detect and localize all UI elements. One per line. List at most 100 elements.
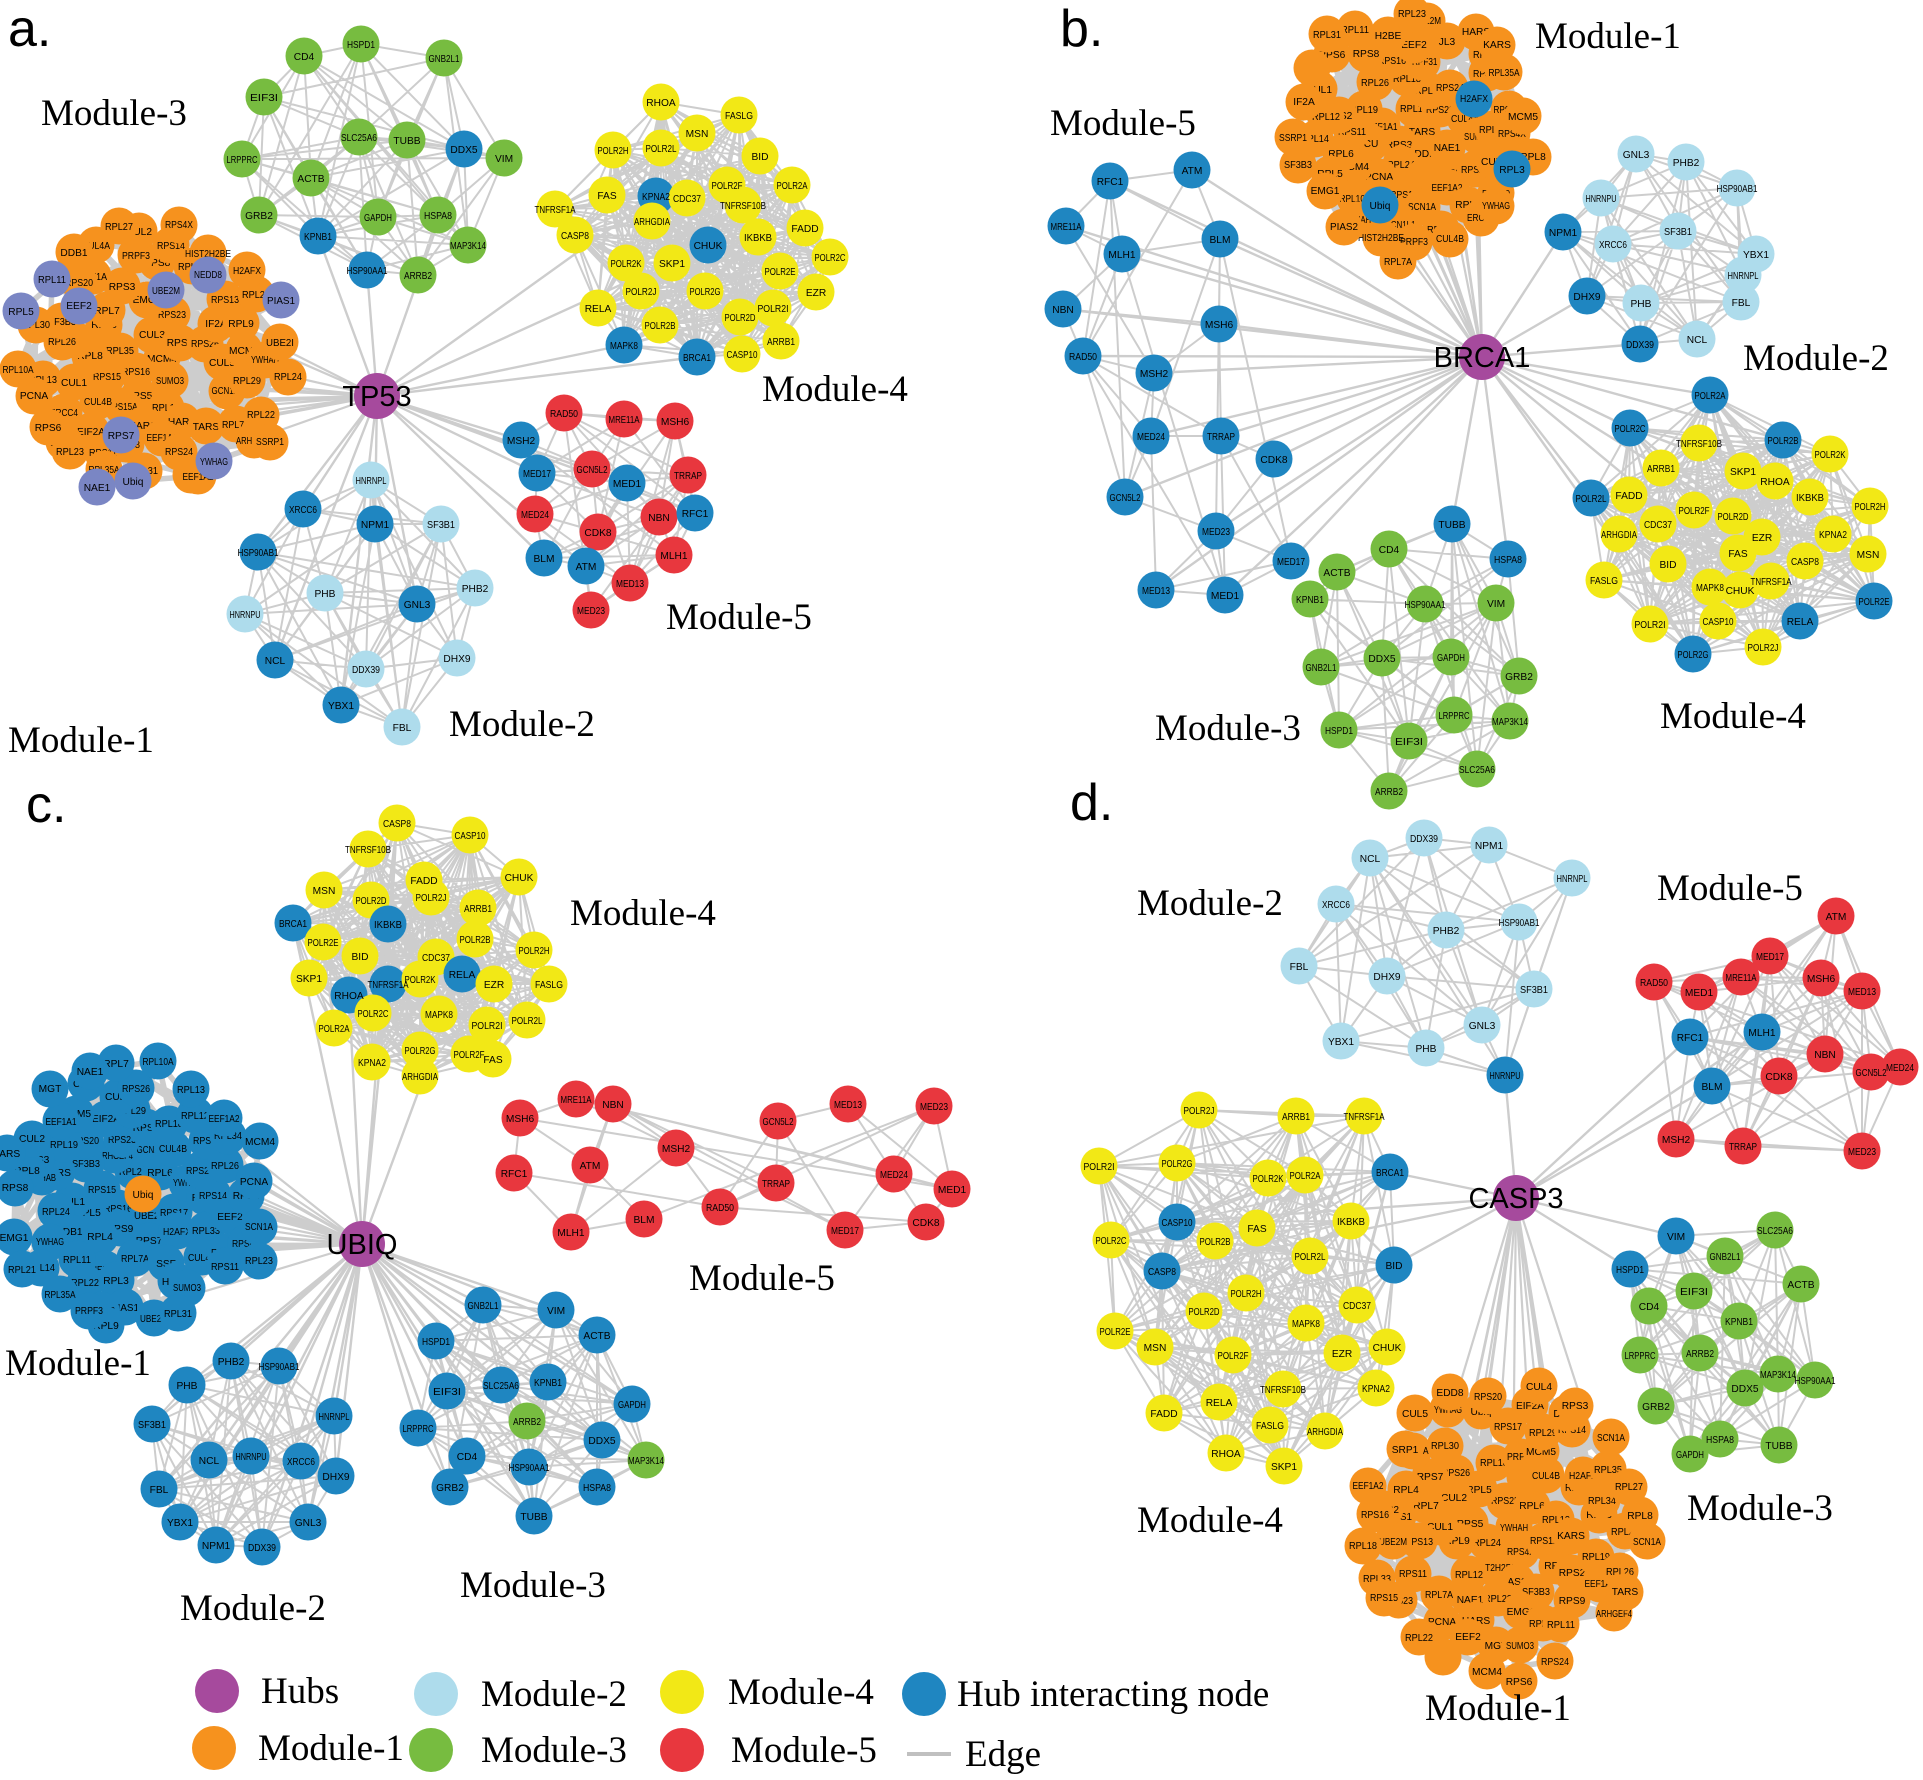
svg-text:GCN1L1: GCN1L1: [212, 386, 243, 397]
svg-text:POLR2L: POLR2L: [1576, 494, 1607, 505]
svg-text:AS2: AS2: [1507, 1577, 1527, 1588]
svg-text:CDK8: CDK8: [912, 1218, 940, 1229]
svg-text:DDX5: DDX5: [450, 145, 478, 156]
svg-text:CUL4A: CUL4A: [82, 241, 110, 252]
svg-text:CU: CU: [1364, 139, 1379, 150]
svg-text:DDX39: DDX39: [352, 665, 380, 676]
svg-text:RPS20: RPS20: [1474, 1392, 1502, 1403]
svg-text:MAP3K14: MAP3K14: [628, 1456, 664, 1467]
svg-text:Ubiq: Ubiq: [1370, 201, 1391, 212]
svg-text:RELA: RELA: [585, 304, 612, 315]
svg-text:SKP1: SKP1: [659, 259, 685, 270]
svg-text:Module-2: Module-2: [1743, 338, 1889, 379]
svg-text:GNL3: GNL3: [1469, 1021, 1496, 1032]
svg-text:IF2A: IF2A: [1293, 97, 1315, 108]
svg-text:POLR2J: POLR2J: [626, 287, 657, 298]
svg-text:MED17: MED17: [523, 469, 551, 480]
svg-text:LRPPRC: LRPPRC: [1439, 711, 1470, 722]
svg-text:RPL7A: RPL7A: [222, 420, 250, 431]
svg-text:PHB2: PHB2: [218, 1357, 245, 1368]
svg-text:GRB2: GRB2: [1505, 672, 1533, 683]
svg-text:RPL33: RPL33: [192, 1226, 220, 1237]
svg-text:RPS23: RPS23: [158, 310, 186, 321]
svg-text:POLR2D: POLR2D: [1189, 1307, 1220, 1318]
svg-text:HSP90AB1: HSP90AB1: [259, 1362, 300, 1373]
svg-text:RPL27: RPL27: [1615, 1482, 1643, 1493]
svg-text:PCNA: PCNA: [20, 391, 49, 402]
svg-text:DDX39: DDX39: [248, 1543, 276, 1554]
svg-text:RPL23: RPL23: [56, 447, 84, 458]
svg-text:POLR2E: POLR2E: [308, 938, 339, 949]
svg-text:EEF2: EEF2: [217, 1212, 243, 1223]
svg-text:MED17: MED17: [831, 1226, 859, 1237]
svg-text:CD4: CD4: [294, 52, 315, 63]
svg-text:YBX1: YBX1: [328, 701, 354, 712]
svg-text:TNFRSF1A: TNFRSF1A: [1751, 577, 1792, 588]
svg-text:POLR2F: POLR2F: [712, 181, 743, 192]
svg-text:POLR2I: POLR2I: [758, 304, 789, 315]
svg-text:ATM: ATM: [1826, 912, 1847, 923]
svg-text:RPS24: RPS24: [1541, 1657, 1569, 1668]
svg-text:KARS: KARS: [1557, 1531, 1585, 1542]
svg-text:YBX1: YBX1: [167, 1518, 193, 1529]
svg-text:ARHGDIA: ARHGDIA: [1601, 530, 1637, 541]
svg-text:CASP10: CASP10: [1162, 1218, 1193, 1229]
svg-text:POLR2H: POLR2H: [598, 146, 629, 157]
svg-text:RPL29: RPL29: [1529, 1428, 1557, 1439]
svg-text:FADD: FADD: [1615, 491, 1642, 502]
svg-text:RPL21: RPL21: [8, 1265, 36, 1276]
svg-text:MED23: MED23: [920, 1102, 948, 1113]
svg-text:RPL14: RPL14: [1301, 134, 1329, 145]
svg-text:RPL29: RPL29: [118, 1106, 146, 1117]
svg-text:PCNA: PCNA: [240, 1177, 269, 1188]
svg-text:Module-2: Module-2: [180, 1588, 326, 1629]
svg-text:PRPF3: PRPF3: [1400, 237, 1428, 248]
svg-text:MRE11A: MRE11A: [609, 415, 640, 426]
svg-text:MAPK8: MAPK8: [610, 341, 638, 352]
svg-text:POLR2C: POLR2C: [815, 253, 846, 264]
svg-text:POLR2D: POLR2D: [1718, 512, 1749, 523]
svg-text:Module-2: Module-2: [481, 1674, 627, 1715]
svg-text:TNFRSF1A: TNFRSF1A: [368, 980, 409, 991]
svg-text:DHX9: DHX9: [1573, 292, 1601, 303]
svg-text:POLR2C: POLR2C: [1615, 424, 1646, 435]
svg-text:RPL4: RPL4: [1393, 1485, 1419, 1496]
svg-text:CUL4B: CUL4B: [1532, 1471, 1560, 1482]
svg-text:EZR: EZR: [806, 288, 826, 299]
svg-text:HNRNPL: HNRNPL: [319, 1412, 350, 1423]
svg-text:PHB: PHB: [315, 589, 336, 600]
svg-text:ARHGDIA: ARHGDIA: [1307, 1427, 1343, 1438]
svg-text:RPL12: RPL12: [181, 1111, 209, 1122]
svg-text:SSF: SSF: [156, 1259, 176, 1270]
svg-text:DDX39: DDX39: [1410, 834, 1438, 845]
svg-text:RPL22: RPL22: [247, 410, 275, 421]
svg-text:POLR2A: POLR2A: [1290, 1171, 1321, 1182]
svg-text:GAPDH: GAPDH: [618, 1400, 646, 1411]
svg-text:EMG1: EMG1: [133, 295, 162, 306]
svg-text:RPS14: RPS14: [157, 241, 185, 252]
svg-text:GRB2: GRB2: [1642, 1402, 1670, 1413]
svg-text:YWHAH: YWHAH: [251, 355, 279, 366]
svg-text:HIST2H2BE: HIST2H2BE: [185, 249, 231, 260]
svg-text:TARS: TARS: [0, 1149, 20, 1160]
svg-text:RPL35: RPL35: [1594, 1465, 1622, 1476]
svg-text:CUL5: CUL5: [1481, 157, 1507, 168]
svg-text:FBL: FBL: [393, 723, 412, 734]
svg-text:ARHGDIA: ARHGDIA: [634, 217, 670, 228]
svg-text:SCN1A: SCN1A: [1408, 202, 1436, 213]
svg-text:EIF2A: EIF2A: [92, 1114, 120, 1125]
svg-text:RPL35A: RPL35A: [1489, 68, 1520, 79]
svg-text:Hubs: Hubs: [261, 1671, 339, 1712]
svg-text:ARRB1: ARRB1: [1647, 464, 1675, 475]
svg-text:KPNB1: KPNB1: [1296, 595, 1324, 606]
svg-text:RPS23: RPS23: [1426, 105, 1454, 116]
svg-text:TNFRSF10B: TNFRSF10B: [720, 201, 766, 212]
svg-text:NCL: NCL: [1687, 335, 1708, 346]
svg-text:HSP90AA1: HSP90AA1: [509, 1463, 550, 1474]
svg-text:RFC1: RFC1: [682, 509, 709, 520]
svg-text:UBIQ: UBIQ: [327, 1229, 398, 1261]
svg-text:YBX1: YBX1: [1743, 250, 1769, 261]
svg-text:POLR2H: POLR2H: [1855, 502, 1886, 513]
svg-text:YWHAG: YWHAG: [200, 457, 228, 468]
svg-text:POLR2G: POLR2G: [405, 1046, 436, 1057]
